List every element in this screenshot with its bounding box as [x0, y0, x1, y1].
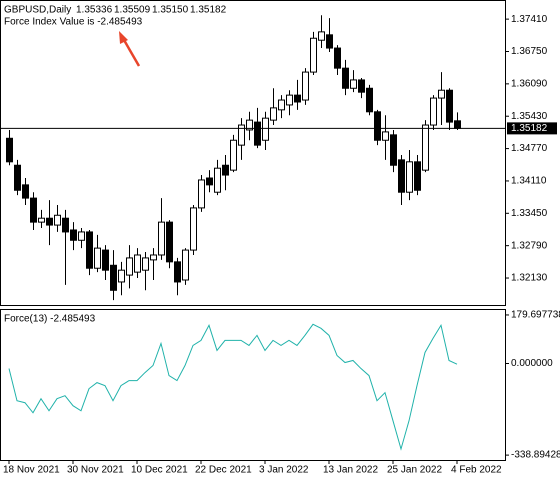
candle-body — [22, 184, 29, 199]
header-close: 1.35182 — [190, 5, 227, 16]
y-tick-label: -338.894283 — [511, 450, 560, 461]
y-tick-label: 1.33450 — [511, 208, 548, 219]
candle-body — [350, 79, 357, 89]
x-tick-label: 18 Nov 2021 — [3, 465, 60, 476]
candle-body — [30, 197, 37, 223]
candle-body — [334, 47, 341, 69]
last-price-label: 1.35182 — [511, 123, 548, 134]
candle-body — [246, 119, 253, 131]
candle-body — [78, 231, 85, 241]
candle-body — [318, 31, 325, 41]
candle-body — [454, 120, 461, 129]
y-tick-label: 1.37410 — [511, 14, 548, 25]
candle-body — [6, 137, 13, 163]
symbol-label: GBPUSD,Daily — [4, 5, 71, 16]
candle-body — [158, 221, 165, 256]
header-high: 1.35509 — [114, 5, 151, 16]
candle-body — [54, 214, 61, 226]
candle-body — [398, 159, 405, 193]
price-panel — [0, 0, 506, 306]
x-tick-label: 22 Dec 2021 — [195, 465, 252, 476]
candle-body — [110, 264, 117, 291]
y-tick-label: 1.34770 — [511, 143, 548, 154]
x-tick-label: 3 Jan 2022 — [259, 465, 309, 476]
candle-body — [286, 94, 293, 106]
candle-body — [150, 254, 157, 261]
candle-body — [118, 269, 125, 283]
candle-body — [62, 217, 69, 233]
candle-body — [366, 87, 373, 113]
annotation: Force Index Value is -2.485493 — [4, 17, 143, 28]
y-tick-label: 1.34110 — [511, 176, 547, 187]
candle-body — [190, 207, 197, 251]
x-tick-label: 10 Dec 2021 — [131, 465, 188, 476]
candle-body — [358, 79, 365, 93]
y-tick-label: 1.35430 — [511, 111, 548, 122]
header-open: 1.35336 — [76, 5, 113, 16]
candle-body — [86, 231, 93, 269]
arrow-shaft — [122, 39, 141, 67]
candle-body — [166, 221, 173, 263]
y-tick-label: 0.000000 — [511, 358, 553, 369]
candle-body — [14, 164, 21, 191]
candle-body — [294, 94, 301, 103]
candle-body — [414, 161, 421, 191]
x-tick-label: 4 Feb 2022 — [451, 465, 502, 476]
y-tick-label: 1.36750 — [511, 46, 548, 57]
candle-body — [374, 111, 381, 141]
candle-body — [326, 34, 333, 49]
candle-body — [390, 134, 397, 166]
candle-body — [182, 249, 189, 281]
candle-body — [230, 139, 237, 171]
candle-body — [422, 124, 429, 171]
x-tick-label: 30 Nov 2021 — [67, 465, 124, 476]
candle-body — [430, 97, 437, 126]
candle-body — [38, 217, 45, 223]
candle-body — [278, 99, 285, 111]
candle-body — [238, 124, 245, 146]
candle-body — [142, 257, 149, 271]
indicator-title: Force(13) -2.485493 — [4, 314, 96, 325]
last-price-tag — [507, 122, 557, 135]
force-line — [8, 323, 458, 451]
arrow — [119, 31, 141, 67]
candle-body — [446, 89, 453, 123]
candle-body — [270, 107, 277, 121]
x-tick-label: 13 Jan 2022 — [323, 465, 378, 476]
candle-body — [126, 257, 133, 276]
y-tick-label: 1.36090 — [511, 78, 548, 89]
candle-body — [46, 217, 53, 226]
candle-body — [214, 167, 221, 193]
y-tick-label: 179.697738 — [511, 310, 560, 321]
indicator-panel — [0, 309, 506, 461]
candle-body — [262, 117, 269, 141]
y-tick-label: 1.32130 — [511, 273, 548, 284]
candle-body — [382, 131, 389, 141]
candle-body — [342, 67, 349, 89]
candle-body — [302, 71, 309, 101]
candle-body — [406, 161, 413, 193]
arrow-head — [119, 31, 128, 44]
candle-body — [198, 179, 205, 209]
header-low: 1.35150 — [152, 5, 189, 16]
y-tick-label: 1.32790 — [511, 240, 548, 251]
candle-body — [438, 89, 445, 99]
x-tick-label: 25 Jan 2022 — [387, 465, 442, 476]
candle-body — [206, 177, 213, 186]
candle-body — [174, 261, 181, 283]
candle-body — [134, 254, 141, 273]
candle-body — [310, 37, 317, 73]
candle-body — [222, 164, 229, 176]
candle-body — [102, 249, 109, 271]
candle-body — [254, 121, 261, 146]
candle-body — [70, 229, 77, 241]
candle-body — [94, 247, 101, 269]
